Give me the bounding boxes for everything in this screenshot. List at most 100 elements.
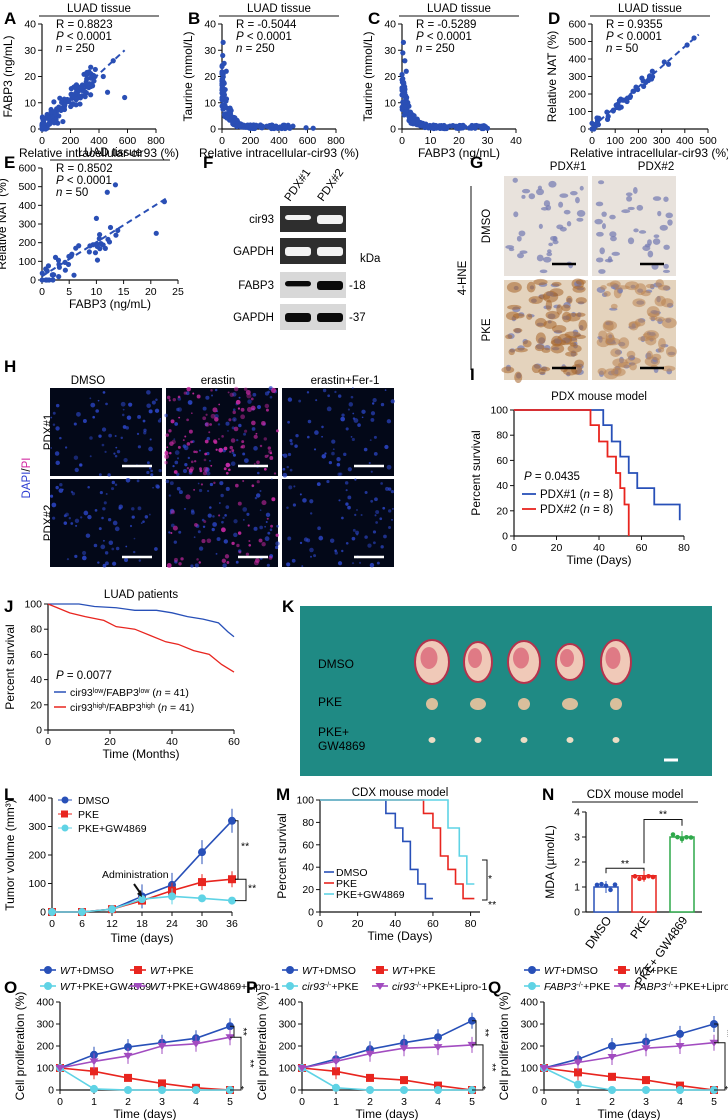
data-point (462, 124, 468, 130)
dab-stain (634, 283, 647, 296)
series-line (59, 1025, 231, 1069)
data-marker (675, 1043, 685, 1050)
dab-stain (578, 319, 588, 331)
fluor-column-label: DMSO (71, 375, 106, 387)
stat-r: R = -0.5044 (236, 19, 297, 31)
panel-M-chart: CDX mouse model 0 20 40 60 80 100 0 20 40 60 80 Time… (275, 787, 496, 943)
data-point (44, 111, 50, 118)
panel-L-chart: 0 100 200 300 400 0 6 12 18 24 30 36 Time (days) Tumo… (3, 793, 256, 946)
dapi-signal (289, 438, 293, 443)
x-tick-label: 0 (45, 736, 51, 748)
data-point (633, 84, 639, 90)
x-tick-label: 20 (551, 542, 563, 554)
sig-stars: * (718, 1086, 728, 1090)
pi-signal (212, 407, 218, 413)
x-tick-label: 1 (333, 1096, 339, 1108)
pi-signal (263, 437, 268, 441)
pi-signal (178, 562, 182, 566)
dab-stain (618, 337, 630, 349)
data-point (410, 119, 416, 125)
x-tick-label: 5 (711, 1096, 717, 1108)
pi-signal (172, 525, 178, 531)
p-value-part: P (56, 670, 64, 682)
dapi-signal (150, 473, 154, 477)
dab-stain (651, 353, 662, 361)
dapi-signal (351, 387, 354, 389)
pi-signal (251, 420, 256, 426)
panel-O-chart: 0 100 200 300 400 0 1 2 3 4 5 Time (days) Cell proli… (13, 965, 280, 1120)
legend-entry: cir93low/FABP3low (n = 41) (70, 687, 189, 699)
y-tick-label: 400 (28, 793, 46, 805)
pi-signal (201, 539, 206, 544)
blot-band (285, 247, 311, 256)
nucleus (633, 187, 638, 194)
tumor-pke (518, 698, 530, 710)
data-marker (433, 1044, 443, 1052)
stat-p: P < 0.0001 (236, 31, 292, 43)
dapi-signal (259, 509, 262, 512)
legend-part: ( (149, 687, 156, 699)
data-point (223, 68, 229, 74)
series-line (543, 1041, 715, 1069)
legend-entry: PKE (336, 878, 357, 890)
x-tick-label: 80 (678, 542, 690, 554)
dapi-signal (301, 565, 304, 568)
pi-signal (169, 451, 172, 455)
dab-stain (603, 320, 618, 331)
y-tick-label: 300 (18, 219, 36, 231)
dapi-signal (391, 507, 394, 510)
pi-signal (170, 509, 176, 515)
x-tick-label: 400 (90, 135, 108, 147)
pi-signal (246, 407, 253, 413)
p-value-part: = 0.0077 (64, 670, 112, 682)
legend-part: +DMSO (76, 965, 114, 977)
y-tick-label: 60 (496, 455, 508, 467)
series-line (301, 1044, 473, 1069)
dapi-signal (172, 464, 175, 468)
x-tick-label: 18 (136, 918, 148, 930)
pi-signal (168, 399, 171, 402)
stain-pi: PI (21, 458, 33, 469)
dapi-signal (133, 537, 136, 540)
tumor-pke-gw4869 (566, 737, 574, 743)
dapi-signal (81, 555, 87, 561)
y-axis-label: Tumor volume (mm³) (3, 799, 17, 911)
dab-stain (551, 335, 563, 347)
data-point (612, 882, 618, 887)
pi-signal (263, 467, 267, 471)
nucleus (594, 218, 603, 225)
dapi-signal (218, 502, 221, 504)
nucleus (521, 194, 526, 199)
pi-signal (253, 462, 256, 465)
y-tick-label: 0 (36, 725, 42, 737)
tumor-pke (610, 698, 622, 710)
dapi-signal (129, 524, 133, 528)
stat-p: P < 0.0001 (56, 31, 112, 43)
dapi-signal (65, 512, 69, 517)
dapi-signal (367, 543, 372, 548)
dapi-signal (341, 413, 345, 417)
dapi-signal (252, 392, 257, 397)
data-marker (366, 1073, 374, 1082)
dapi-signal (165, 479, 170, 484)
data-point (86, 249, 92, 255)
nucleus (546, 252, 553, 257)
pi-signal (203, 466, 209, 472)
data-marker (573, 1059, 583, 1067)
x-tick-label: 200 (630, 135, 648, 147)
dab-stain (572, 285, 586, 293)
tumor-row-label: PKE (318, 695, 342, 709)
dapi-signal (235, 560, 239, 564)
x-tick-label: 20 (104, 736, 116, 748)
legend-entry: PDX#2 (n = 8) (540, 504, 613, 516)
pi-signal (186, 442, 191, 446)
x-tick-label: 0 (49, 918, 55, 930)
legend-part: ( (155, 702, 162, 714)
data-point (282, 123, 288, 129)
dapi-signal (316, 482, 321, 487)
dapi-signal (347, 505, 351, 510)
sig-bracket (482, 859, 488, 901)
dapi-signal (95, 409, 99, 413)
dapi-signal (63, 521, 68, 525)
data-point (50, 272, 56, 278)
